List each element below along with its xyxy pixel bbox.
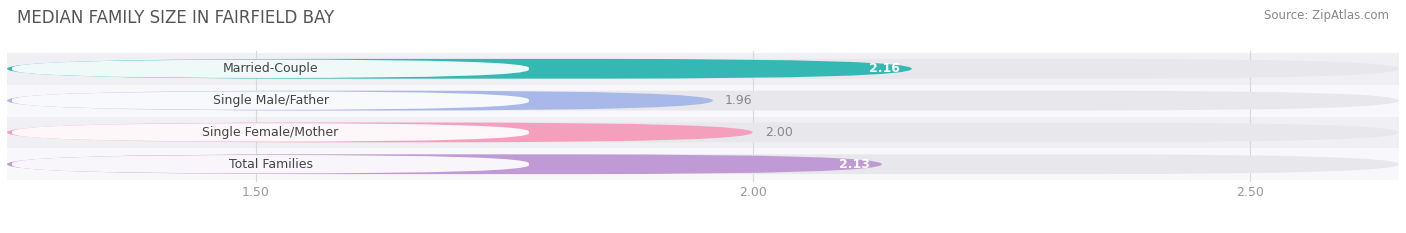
- Text: Single Male/Father: Single Male/Father: [212, 94, 329, 107]
- FancyBboxPatch shape: [13, 155, 529, 173]
- FancyBboxPatch shape: [7, 148, 1399, 180]
- FancyBboxPatch shape: [7, 123, 752, 142]
- FancyBboxPatch shape: [7, 85, 1399, 116]
- FancyBboxPatch shape: [7, 154, 882, 174]
- Text: 1.96: 1.96: [725, 94, 752, 107]
- Text: Single Female/Mother: Single Female/Mother: [202, 126, 339, 139]
- Text: 2.00: 2.00: [765, 126, 793, 139]
- FancyBboxPatch shape: [13, 60, 529, 78]
- FancyBboxPatch shape: [7, 59, 1399, 79]
- FancyBboxPatch shape: [7, 123, 1399, 142]
- FancyBboxPatch shape: [7, 91, 1399, 110]
- FancyBboxPatch shape: [13, 91, 529, 110]
- Text: 2.16: 2.16: [869, 62, 900, 75]
- FancyBboxPatch shape: [7, 154, 1399, 174]
- FancyBboxPatch shape: [13, 123, 529, 142]
- Text: Source: ZipAtlas.com: Source: ZipAtlas.com: [1264, 9, 1389, 22]
- Text: Total Families: Total Families: [229, 158, 312, 171]
- FancyBboxPatch shape: [7, 53, 1399, 85]
- FancyBboxPatch shape: [7, 116, 1399, 148]
- Text: MEDIAN FAMILY SIZE IN FAIRFIELD BAY: MEDIAN FAMILY SIZE IN FAIRFIELD BAY: [17, 9, 335, 27]
- Text: Married-Couple: Married-Couple: [222, 62, 318, 75]
- FancyBboxPatch shape: [7, 91, 713, 110]
- Text: 2.13: 2.13: [839, 158, 870, 171]
- FancyBboxPatch shape: [7, 59, 912, 79]
